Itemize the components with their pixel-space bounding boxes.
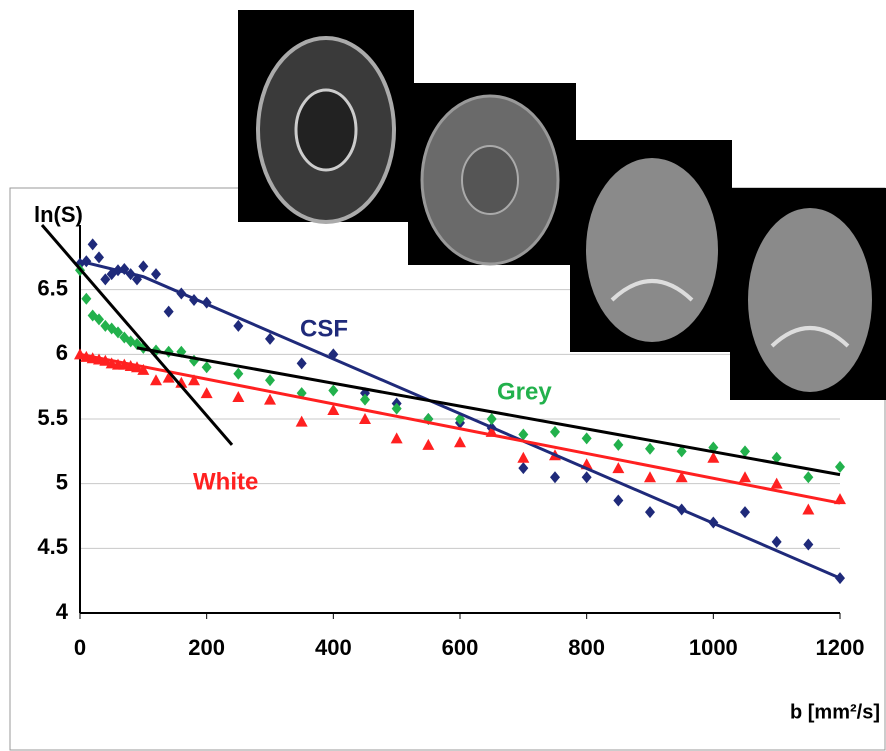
- x-tick-label: 0: [74, 635, 86, 660]
- y-axis-label: ln(S): [34, 202, 83, 227]
- y-tick-label: 4: [56, 599, 69, 624]
- chart: ln(S) b [mm²/s] 4 4.5 5 5.5 6 6.5 0 200 400 600 80…: [0, 0, 886, 751]
- x-tick-label: 1200: [816, 635, 865, 660]
- y-tick-label: 5: [56, 469, 68, 494]
- y-tick-label: 6.5: [37, 275, 68, 300]
- x-tick-label: 1000: [689, 635, 738, 660]
- y-tick-label: 4.5: [37, 534, 68, 559]
- y-tick-label: 5.5: [37, 405, 68, 430]
- series-label: Grey: [497, 378, 552, 405]
- x-tick-label: 200: [188, 635, 225, 660]
- series-label: CSF: [300, 315, 348, 342]
- x-tick-label: 800: [568, 635, 605, 660]
- series-label: White: [193, 468, 258, 495]
- x-axis-label: b [mm²/s]: [790, 701, 880, 723]
- x-tick-label: 600: [442, 635, 479, 660]
- x-tick-label: 400: [315, 635, 352, 660]
- y-tick-label: 6: [56, 340, 68, 365]
